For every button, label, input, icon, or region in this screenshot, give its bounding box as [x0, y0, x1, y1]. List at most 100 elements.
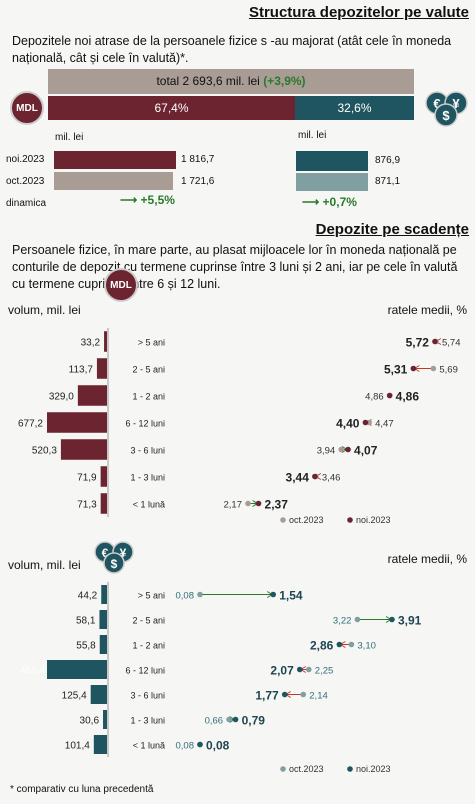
rate-nov-dot — [255, 500, 262, 507]
volume-label: 55,8 — [76, 641, 96, 652]
category-label: 2 - 5 ani — [132, 616, 165, 626]
intro-text: Depozitele noi atrase de la persoanele f… — [12, 34, 452, 65]
rate-nov-dot — [389, 616, 395, 623]
mdl-dynamic: ⟶ +5,5% — [120, 193, 175, 207]
rate-oct-dot — [300, 691, 307, 698]
rate-nov-dot — [345, 446, 351, 453]
fx-share-segment: 32,6% — [295, 96, 414, 120]
rate-oct-dot — [197, 591, 203, 598]
volume-label: 71,3 — [77, 500, 97, 511]
total-bar: total 2 693,6 mil. lei (+3,9%) — [48, 69, 414, 94]
rate-nov-label: 1,54 — [279, 589, 303, 603]
right-axis-label-fx: ratele medii, % — [387, 552, 467, 566]
section-title-currency-structure: Structura depozitelor pe valute — [248, 4, 469, 21]
category-label: < 1 lună — [133, 500, 165, 510]
unit-label-mdl: mil. lei — [55, 132, 84, 143]
mdl-dynamic-value: +5,5% — [140, 193, 175, 207]
fx-dynamic-value: +0,7% — [322, 195, 357, 209]
category-label: > 5 ani — [138, 338, 165, 348]
volume-label: 101,4 — [65, 741, 90, 752]
mdl-maturity-chart: 33,2 > 5 ani 5,74 5,72 113,7 2 - 5 ani 5,69 5,3… — [18, 328, 461, 525]
share-bar: 67,4% 32,6% — [48, 96, 414, 120]
fx-oct-value: 871,1 — [375, 176, 401, 187]
volume-bar — [104, 331, 107, 352]
section-title-maturity: Depozite pe scadențe — [315, 221, 469, 238]
rate-nov-dot — [296, 666, 303, 673]
category-label: 6 - 12 luni — [125, 666, 165, 676]
rate-nov-dot — [410, 365, 417, 372]
maturity-intro: Persoanele fizice, în mare parte, au pla… — [12, 243, 458, 291]
rate-nov-label: 0,08 — [206, 739, 230, 753]
mdl-badge: MDL — [10, 91, 44, 125]
mdl-nov-bar — [54, 151, 176, 169]
volume-label: 113,7 — [69, 365, 94, 376]
mdl-badge-small: MDL — [104, 268, 138, 302]
currency-icon-small: € ¥ $ — [94, 541, 134, 574]
rate-nov-label: 3,91 — [398, 614, 422, 628]
rate-oct-label: 2,17 — [224, 500, 243, 511]
rate-oct-dot — [226, 716, 232, 723]
volume-label: 44,2 — [78, 591, 98, 602]
rate-oct-dot — [338, 446, 345, 453]
legend-oct-dot — [280, 517, 286, 523]
rate-oct-label: 3,94 — [317, 446, 336, 457]
arrow-right-icon: ⟶ — [302, 195, 320, 209]
category-label: 1 - 3 luni — [130, 473, 165, 483]
volume-bar — [90, 685, 107, 704]
volume-bar — [100, 466, 107, 487]
fx-nov-bar — [296, 151, 368, 171]
legend-oct-label: oct.2023 — [289, 515, 324, 525]
category-label: > 5 ani — [138, 591, 165, 601]
rate-oct-dot — [348, 641, 355, 648]
row-label-oct: oct.2023 — [6, 176, 45, 187]
mdl-oct-bar — [54, 172, 173, 190]
rate-oct-label: 5,69 — [439, 365, 458, 376]
rate-nov-label: 4,07 — [354, 444, 378, 458]
volume-label: 329,0 — [49, 392, 74, 403]
category-label: 1 - 3 luni — [130, 716, 165, 726]
volume-label: 125,4 — [62, 691, 87, 702]
svg-text:$: $ — [111, 557, 118, 571]
rate-nov-dot — [281, 691, 288, 698]
rate-oct-label: 2,25 — [315, 666, 334, 677]
legend-nov-dot — [347, 517, 353, 523]
footnote: * comparativ cu luna precedentă — [10, 784, 154, 795]
rate-oct-label: 3,46 — [322, 473, 341, 484]
volume-bar — [47, 412, 107, 433]
fx-nov-value: 876,9 — [375, 155, 401, 166]
volume-label: 33,2 — [81, 338, 101, 349]
rate-nov-label: 2,07 — [270, 664, 294, 678]
rate-oct-label: 3,10 — [357, 641, 376, 652]
legend-nov-label: noi.2023 — [356, 764, 391, 774]
legend-nov-dot — [347, 766, 353, 772]
rate-nov-dot — [362, 419, 369, 426]
category-label: 1 - 2 ani — [132, 392, 165, 402]
unit-label-fx: mil. lei — [298, 130, 327, 141]
volume-bar — [100, 493, 107, 514]
volume-bar — [101, 585, 107, 604]
fx-maturity-chart: 44,2 > 5 ani 0,08 1,54 58,1 2 - 5 ani 3,22 3,91… — [20, 582, 422, 774]
svg-text:€: € — [433, 96, 440, 111]
rate-oct-label: 0,66 — [205, 716, 224, 727]
row-label-dynamic: dinamica — [6, 198, 47, 209]
row-label-nov: noi.2023 — [6, 154, 45, 165]
fx-dynamic: ⟶ +0,7% — [302, 195, 357, 209]
volume-label: 58,1 — [76, 616, 96, 627]
rate-nov-label: 3,44 — [286, 471, 310, 485]
volume-label: 30,6 — [80, 716, 100, 727]
legend-oct-label: oct.2023 — [289, 764, 324, 774]
rate-nov-dot — [432, 338, 438, 345]
rate-nov-label: 2,37 — [265, 498, 289, 512]
rate-nov-label: 2,86 — [310, 639, 334, 653]
rate-nov-dot — [270, 591, 276, 598]
rate-nov-label: 4,40 — [336, 417, 360, 431]
right-axis-label-mdl: ratele medii, % — [387, 303, 467, 317]
category-label: 1 - 2 ani — [132, 641, 165, 651]
category-label: 6 - 12 luni — [125, 419, 165, 429]
mdl-share-segment: 67,4% — [48, 96, 295, 120]
rate-oct-dot — [305, 666, 312, 673]
fx-oct-bar — [296, 173, 368, 191]
volume-bar — [47, 660, 107, 679]
rate-oct-label: 4,86 — [365, 392, 384, 403]
volume-label: 520,3 — [32, 446, 57, 457]
